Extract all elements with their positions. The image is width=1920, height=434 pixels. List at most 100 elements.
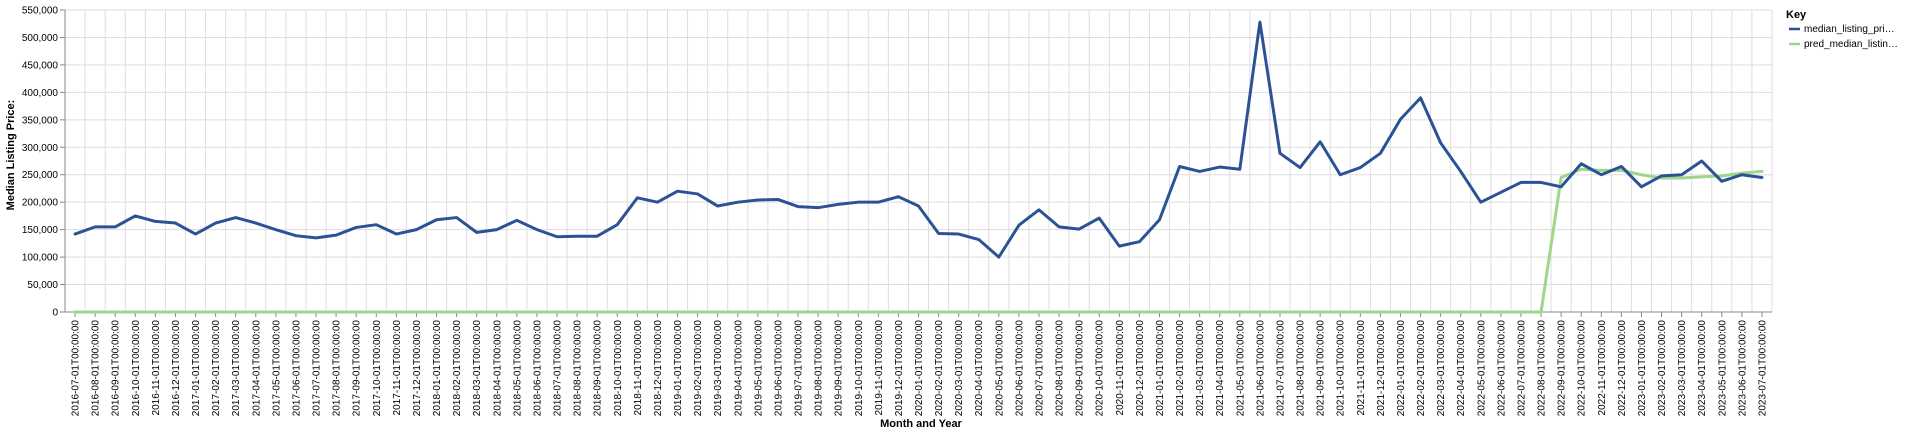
x-tick-label: 2023-05-01T00:00:00 bbox=[1717, 320, 1728, 417]
x-tick-label: 2020-06-01T00:00:00 bbox=[1014, 320, 1025, 417]
x-tick-label: 2021-02-01T00:00:00 bbox=[1175, 320, 1186, 417]
x-tick-label: 2017-12-01T00:00:00 bbox=[412, 320, 423, 417]
x-tick-label: 2016-09-01T00:00:00 bbox=[111, 320, 122, 417]
x-tick-label: 2021-06-01T00:00:00 bbox=[1255, 320, 1266, 417]
x-tick-label: 2023-06-01T00:00:00 bbox=[1737, 320, 1748, 417]
x-tick-label: 2019-08-01T00:00:00 bbox=[814, 320, 825, 417]
x-tick-label: 2019-06-01T00:00:00 bbox=[773, 320, 784, 417]
x-tick-label: 2020-11-01T00:00:00 bbox=[1115, 320, 1126, 416]
series-lines bbox=[73, 20, 1764, 314]
y-tick-label: 300,000 bbox=[22, 143, 59, 154]
x-tick-label: 2022-11-01T00:00:00 bbox=[1597, 320, 1608, 416]
y-tick-label: 150,000 bbox=[22, 225, 59, 236]
x-tick-label: 2018-03-01T00:00:00 bbox=[472, 320, 483, 417]
x-tick-label: 2018-07-01T00:00:00 bbox=[553, 320, 564, 417]
x-tick-label: 2021-01-01T00:00:00 bbox=[1155, 320, 1166, 417]
y-tick-label: 0 bbox=[52, 308, 58, 319]
x-tick-label: 2023-07-01T00:00:00 bbox=[1757, 320, 1768, 417]
y-tick-label: 500,000 bbox=[22, 33, 59, 44]
y-tick-label: 200,000 bbox=[22, 198, 59, 209]
x-tick-label: 2018-01-01T00:00:00 bbox=[432, 320, 443, 417]
x-tick-label: 2019-07-01T00:00:00 bbox=[794, 320, 805, 417]
x-tick-label: 2020-05-01T00:00:00 bbox=[994, 320, 1005, 417]
series-line-1 bbox=[73, 167, 1764, 314]
x-tick-label: 2020-01-01T00:00:00 bbox=[914, 320, 925, 417]
x-tick-label: 2019-11-01T00:00:00 bbox=[874, 320, 885, 416]
legend-items: median_listing_pri… pred_median_listin… bbox=[1789, 24, 1898, 50]
x-tick-label: 2021-11-01T00:00:00 bbox=[1356, 320, 1367, 416]
y-tick-label: 450,000 bbox=[22, 60, 59, 71]
x-tick-label: 2021-10-01T00:00:00 bbox=[1336, 320, 1347, 417]
x-tick-label: 2022-12-01T00:00:00 bbox=[1617, 320, 1628, 417]
x-tick-label: 2022-09-01T00:00:00 bbox=[1557, 320, 1568, 417]
x-tick-label: 2017-04-01T00:00:00 bbox=[251, 320, 262, 417]
x-tick-label: 2017-06-01T00:00:00 bbox=[291, 320, 302, 417]
x-tick-label: 2017-08-01T00:00:00 bbox=[332, 320, 343, 417]
x-tick-label: 2022-07-01T00:00:00 bbox=[1516, 320, 1527, 417]
x-tick-label: 2016-10-01T00:00:00 bbox=[131, 320, 142, 417]
x-tick-label: 2021-07-01T00:00:00 bbox=[1275, 320, 1286, 417]
x-tick-label: 2023-03-01T00:00:00 bbox=[1677, 320, 1688, 417]
x-tick-label: 2019-03-01T00:00:00 bbox=[713, 320, 724, 417]
x-tick-label: 2022-03-01T00:00:00 bbox=[1436, 320, 1447, 417]
x-tick-label: 2017-10-01T00:00:00 bbox=[372, 320, 383, 417]
x-tick-label: 2018-02-01T00:00:00 bbox=[452, 320, 463, 417]
x-tick-label: 2017-01-01T00:00:00 bbox=[191, 320, 202, 417]
x-tick-label: 2018-10-01T00:00:00 bbox=[613, 320, 624, 417]
legend-label: median_listing_pri… bbox=[1804, 24, 1895, 35]
legend-label: pred_median_listin… bbox=[1804, 39, 1898, 50]
y-tick-label: 350,000 bbox=[22, 115, 59, 126]
y-tick-label: 550,000 bbox=[22, 6, 59, 17]
x-tick-label: 2019-01-01T00:00:00 bbox=[673, 320, 684, 417]
y-axis: 0 50,000 100,000 150,000 200,000 250,000 300,0… bbox=[22, 6, 66, 319]
x-tick-label: 2023-04-01T00:00:00 bbox=[1697, 320, 1708, 417]
x-tick-label: 2016-12-01T00:00:00 bbox=[171, 320, 182, 417]
x-tick-label: 2020-10-01T00:00:00 bbox=[1095, 320, 1106, 417]
x-tick-label: 2017-05-01T00:00:00 bbox=[271, 320, 282, 417]
y-axis-title: Median Listing Price: bbox=[5, 100, 17, 211]
x-tick-label: 2022-06-01T00:00:00 bbox=[1496, 320, 1507, 417]
x-tick-label: 2022-08-01T00:00:00 bbox=[1537, 320, 1548, 417]
x-tick-label: 2019-05-01T00:00:00 bbox=[753, 320, 764, 417]
x-tick-label: 2020-12-01T00:00:00 bbox=[1135, 320, 1146, 417]
x-tick-label: 2016-07-01T00:00:00 bbox=[71, 320, 82, 417]
gridlines bbox=[64, 9, 1773, 313]
x-tick-label: 2023-01-01T00:00:00 bbox=[1637, 320, 1648, 417]
x-tick-label: 2018-04-01T00:00:00 bbox=[492, 320, 503, 417]
legend-title: Key bbox=[1786, 9, 1807, 21]
x-tick-label: 2016-08-01T00:00:00 bbox=[91, 320, 102, 417]
x-tick-label: 2019-10-01T00:00:00 bbox=[854, 320, 865, 417]
series-line-0 bbox=[73, 20, 1764, 259]
x-tick-label: 2021-12-01T00:00:00 bbox=[1376, 320, 1387, 417]
x-tick-label: 2019-02-01T00:00:00 bbox=[693, 320, 704, 417]
x-tick-label: 2020-02-01T00:00:00 bbox=[934, 320, 945, 417]
x-tick-label: 2022-02-01T00:00:00 bbox=[1416, 320, 1427, 417]
x-tick-label: 2020-04-01T00:00:00 bbox=[974, 320, 985, 417]
x-tick-label: 2018-06-01T00:00:00 bbox=[532, 320, 543, 417]
x-tick-label: 2018-09-01T00:00:00 bbox=[593, 320, 604, 417]
x-tick-label: 2016-11-01T00:00:00 bbox=[151, 320, 162, 416]
x-tick-label: 2021-03-01T00:00:00 bbox=[1195, 320, 1206, 417]
x-tick-label: 2020-09-01T00:00:00 bbox=[1075, 320, 1086, 417]
x-tick-label: 2017-07-01T00:00:00 bbox=[312, 320, 323, 417]
x-axis-title: Month and Year bbox=[880, 418, 962, 430]
y-tick-label: 50,000 bbox=[27, 280, 58, 291]
x-tick-label: 2018-05-01T00:00:00 bbox=[512, 320, 523, 417]
x-tick-label: 2021-08-01T00:00:00 bbox=[1296, 320, 1307, 417]
x-tick-label: 2022-04-01T00:00:00 bbox=[1456, 320, 1467, 417]
x-tick-label: 2017-02-01T00:00:00 bbox=[211, 320, 222, 417]
x-tick-label: 2021-04-01T00:00:00 bbox=[1215, 320, 1226, 417]
y-tick-label: 400,000 bbox=[22, 88, 59, 99]
x-tick-label: 2021-09-01T00:00:00 bbox=[1316, 320, 1327, 417]
x-tick-label: 2020-03-01T00:00:00 bbox=[954, 320, 965, 417]
x-tick-label: 2019-12-01T00:00:00 bbox=[894, 320, 905, 417]
x-tick-label: 2017-09-01T00:00:00 bbox=[352, 320, 363, 417]
x-tick-label: 2022-01-01T00:00:00 bbox=[1396, 320, 1407, 417]
x-tick-label: 2018-11-01T00:00:00 bbox=[633, 320, 644, 416]
y-tick-label: 100,000 bbox=[22, 253, 59, 264]
x-tick-label: 2019-04-01T00:00:00 bbox=[733, 320, 744, 417]
x-tick-label: 2023-02-01T00:00:00 bbox=[1657, 320, 1668, 417]
x-tick-label: 2021-05-01T00:00:00 bbox=[1235, 320, 1246, 417]
legend: Key median_listing_pri… pred_median_listi… bbox=[1786, 9, 1898, 50]
